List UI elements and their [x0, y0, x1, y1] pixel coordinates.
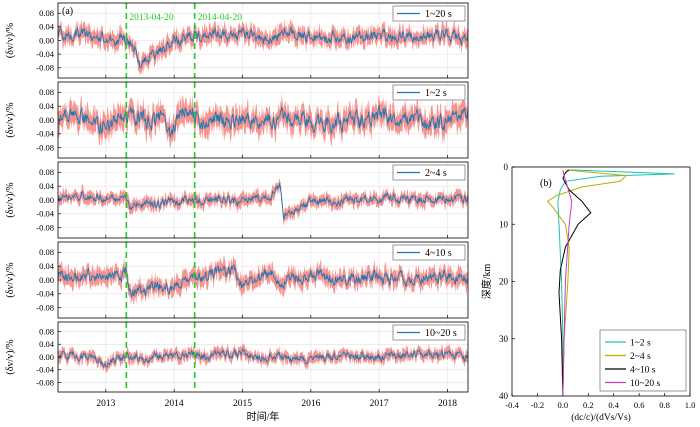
y-tick-label: 0.00	[39, 352, 54, 362]
event-label: 2013-04-20	[129, 13, 174, 23]
series-line	[58, 182, 468, 220]
panel-1: 0.08 0.04 0.00 -0.04 -0.08 (δv/v)/% 1~20 s	[5, 2, 469, 79]
legend-label: 1~20 s	[425, 9, 452, 20]
y-tick-label: 0.08	[39, 8, 54, 18]
legend-box	[392, 5, 466, 22]
legend: 2~4 s	[392, 164, 466, 181]
legend: 10~20 s	[392, 324, 466, 341]
panel-label: (b)	[540, 178, 552, 189]
legend: 4~10 s	[392, 244, 466, 261]
series-line	[58, 26, 468, 69]
uncertainty-band	[58, 178, 468, 226]
legend-label: 4~10 s	[425, 248, 452, 259]
legend-label: 1~2 s	[425, 88, 447, 99]
y-tick-label: 10	[499, 219, 509, 229]
legend: 1~2 s	[392, 84, 466, 101]
y-tick-label: 20	[499, 277, 509, 287]
y-tick-label: 0	[504, 162, 509, 172]
x-tick-label: 0.6	[634, 400, 645, 410]
legend-box	[392, 84, 466, 101]
panel-3: 0.08 0.04 0.00 -0.04 -0.08 (δv/v)/% 2~4 s	[5, 161, 469, 239]
y-tick-label: 0.04	[39, 339, 55, 349]
y-tick-label: -0.04	[36, 365, 54, 375]
y-tick-label: 0.00	[39, 35, 54, 45]
legend: 1~2 s 2~4 s 4~10 s 10~20 s	[599, 329, 687, 392]
y-axis-label: 深度/km	[480, 264, 493, 300]
panel-label: (a)	[62, 6, 73, 17]
x-tick-label: 0.8	[659, 400, 670, 410]
y-tick-label: 0.08	[39, 87, 54, 97]
y-axis-label: (δv/v)/%	[5, 102, 16, 137]
y-tick-label: 40	[499, 391, 509, 401]
x-axis-label: 时间/年	[247, 410, 280, 423]
depth-curve	[558, 169, 592, 397]
y-tick-label: 0.04	[39, 181, 55, 191]
y-tick-label: -0.08	[36, 222, 54, 232]
x-tick-label: 2015	[233, 399, 252, 409]
y-tick-label: 0.08	[39, 247, 54, 257]
y-tick-label: -0.08	[36, 142, 54, 152]
y-axis-label: (δv/v)/%	[5, 262, 16, 297]
uncertainty-band	[58, 17, 468, 76]
x-tick-label: 0.2	[583, 400, 594, 410]
x-tick-label: 2017	[370, 399, 389, 409]
y-axis-label: (δv/v)/%	[5, 339, 16, 374]
uncertainty-band	[58, 254, 468, 305]
y-tick-label: 0.00	[39, 275, 54, 285]
series-line	[58, 104, 468, 139]
y-tick-label: 30	[499, 334, 509, 344]
depth-curve	[557, 169, 675, 396]
legend-label: 1~2 s	[630, 339, 651, 349]
depth-curve	[562, 169, 573, 397]
event-label: 2014-04-20	[198, 13, 243, 23]
x-axis-label: (dc/c)/(dVs/Vs)	[571, 412, 631, 423]
legend-label: 10~20 s	[630, 379, 661, 389]
y-tick-label: -0.04	[36, 49, 54, 59]
series-line	[58, 264, 468, 299]
time-series-chart: 0.080.040.00-0.04-0.08(δv/v)/%1~20 s0.08…	[5, 2, 469, 423]
x-tick-label: 0.0	[558, 400, 569, 410]
x-tick-label: 2013	[96, 399, 115, 409]
x-tick-label: 2014	[165, 399, 184, 409]
legend-box	[392, 324, 466, 341]
y-tick-label: 0.08	[39, 167, 54, 177]
depth-curve	[546, 169, 628, 397]
y-axis-label: (δv/v)/%	[5, 182, 16, 217]
x-tick-label: 1.0	[685, 400, 696, 410]
y-tick-label: 0.04	[39, 101, 55, 111]
y-tick-label: 0.00	[39, 195, 54, 205]
panel-2: 0.08 0.04 0.00 -0.04 -0.08 (δv/v)/% 1~2 s	[5, 81, 469, 159]
y-tick-label: -0.08	[36, 377, 54, 387]
x-tick-label: -0.2	[531, 400, 544, 410]
y-tick-label: 0.04	[39, 22, 55, 32]
y-tick-label: 0.08	[39, 326, 54, 336]
y-tick-label: -0.08	[36, 63, 54, 73]
legend-label: 2~4 s	[425, 168, 447, 179]
legend-box	[392, 164, 466, 181]
legend-box	[392, 244, 466, 261]
y-tick-label: 0.04	[39, 261, 55, 271]
y-tick-label: -0.04	[36, 129, 54, 139]
panel-frame	[511, 166, 691, 397]
y-tick-label: -0.08	[36, 302, 54, 312]
panel-4: 0.08 0.04 0.00 -0.04 -0.08 (δv/v)/% 4~10 s	[5, 241, 469, 319]
y-tick-label: -0.04	[36, 289, 54, 299]
x-tick-label: 0.4	[608, 400, 619, 410]
depth-sensitivity-chart: -0.4 -0.2 0.0 0.2 0.4 0.6 0.8 1.0 0 10 20 30 40 (b) 1~…	[480, 162, 695, 423]
uncertainty-band	[58, 92, 468, 148]
y-tick-label: -0.04	[36, 209, 54, 219]
x-tick-label: 2018	[438, 399, 457, 409]
legend: 1~20 s	[392, 5, 466, 22]
legend-box	[599, 329, 687, 392]
y-tick-label: 0.00	[39, 115, 54, 125]
panel-5: 0.08 0.04 0.00 -0.04 -0.08 (δv/v)/% 10~20 s	[5, 321, 469, 393]
y-axis-label: (δv/v)/%	[5, 23, 16, 58]
x-tick-label: -0.4	[505, 400, 519, 410]
x-tick-label: 2016	[301, 399, 320, 409]
legend-label: 2~4 s	[630, 352, 651, 362]
legend-label: 4~10 s	[630, 366, 656, 376]
legend-label: 10~20 s	[425, 328, 457, 339]
